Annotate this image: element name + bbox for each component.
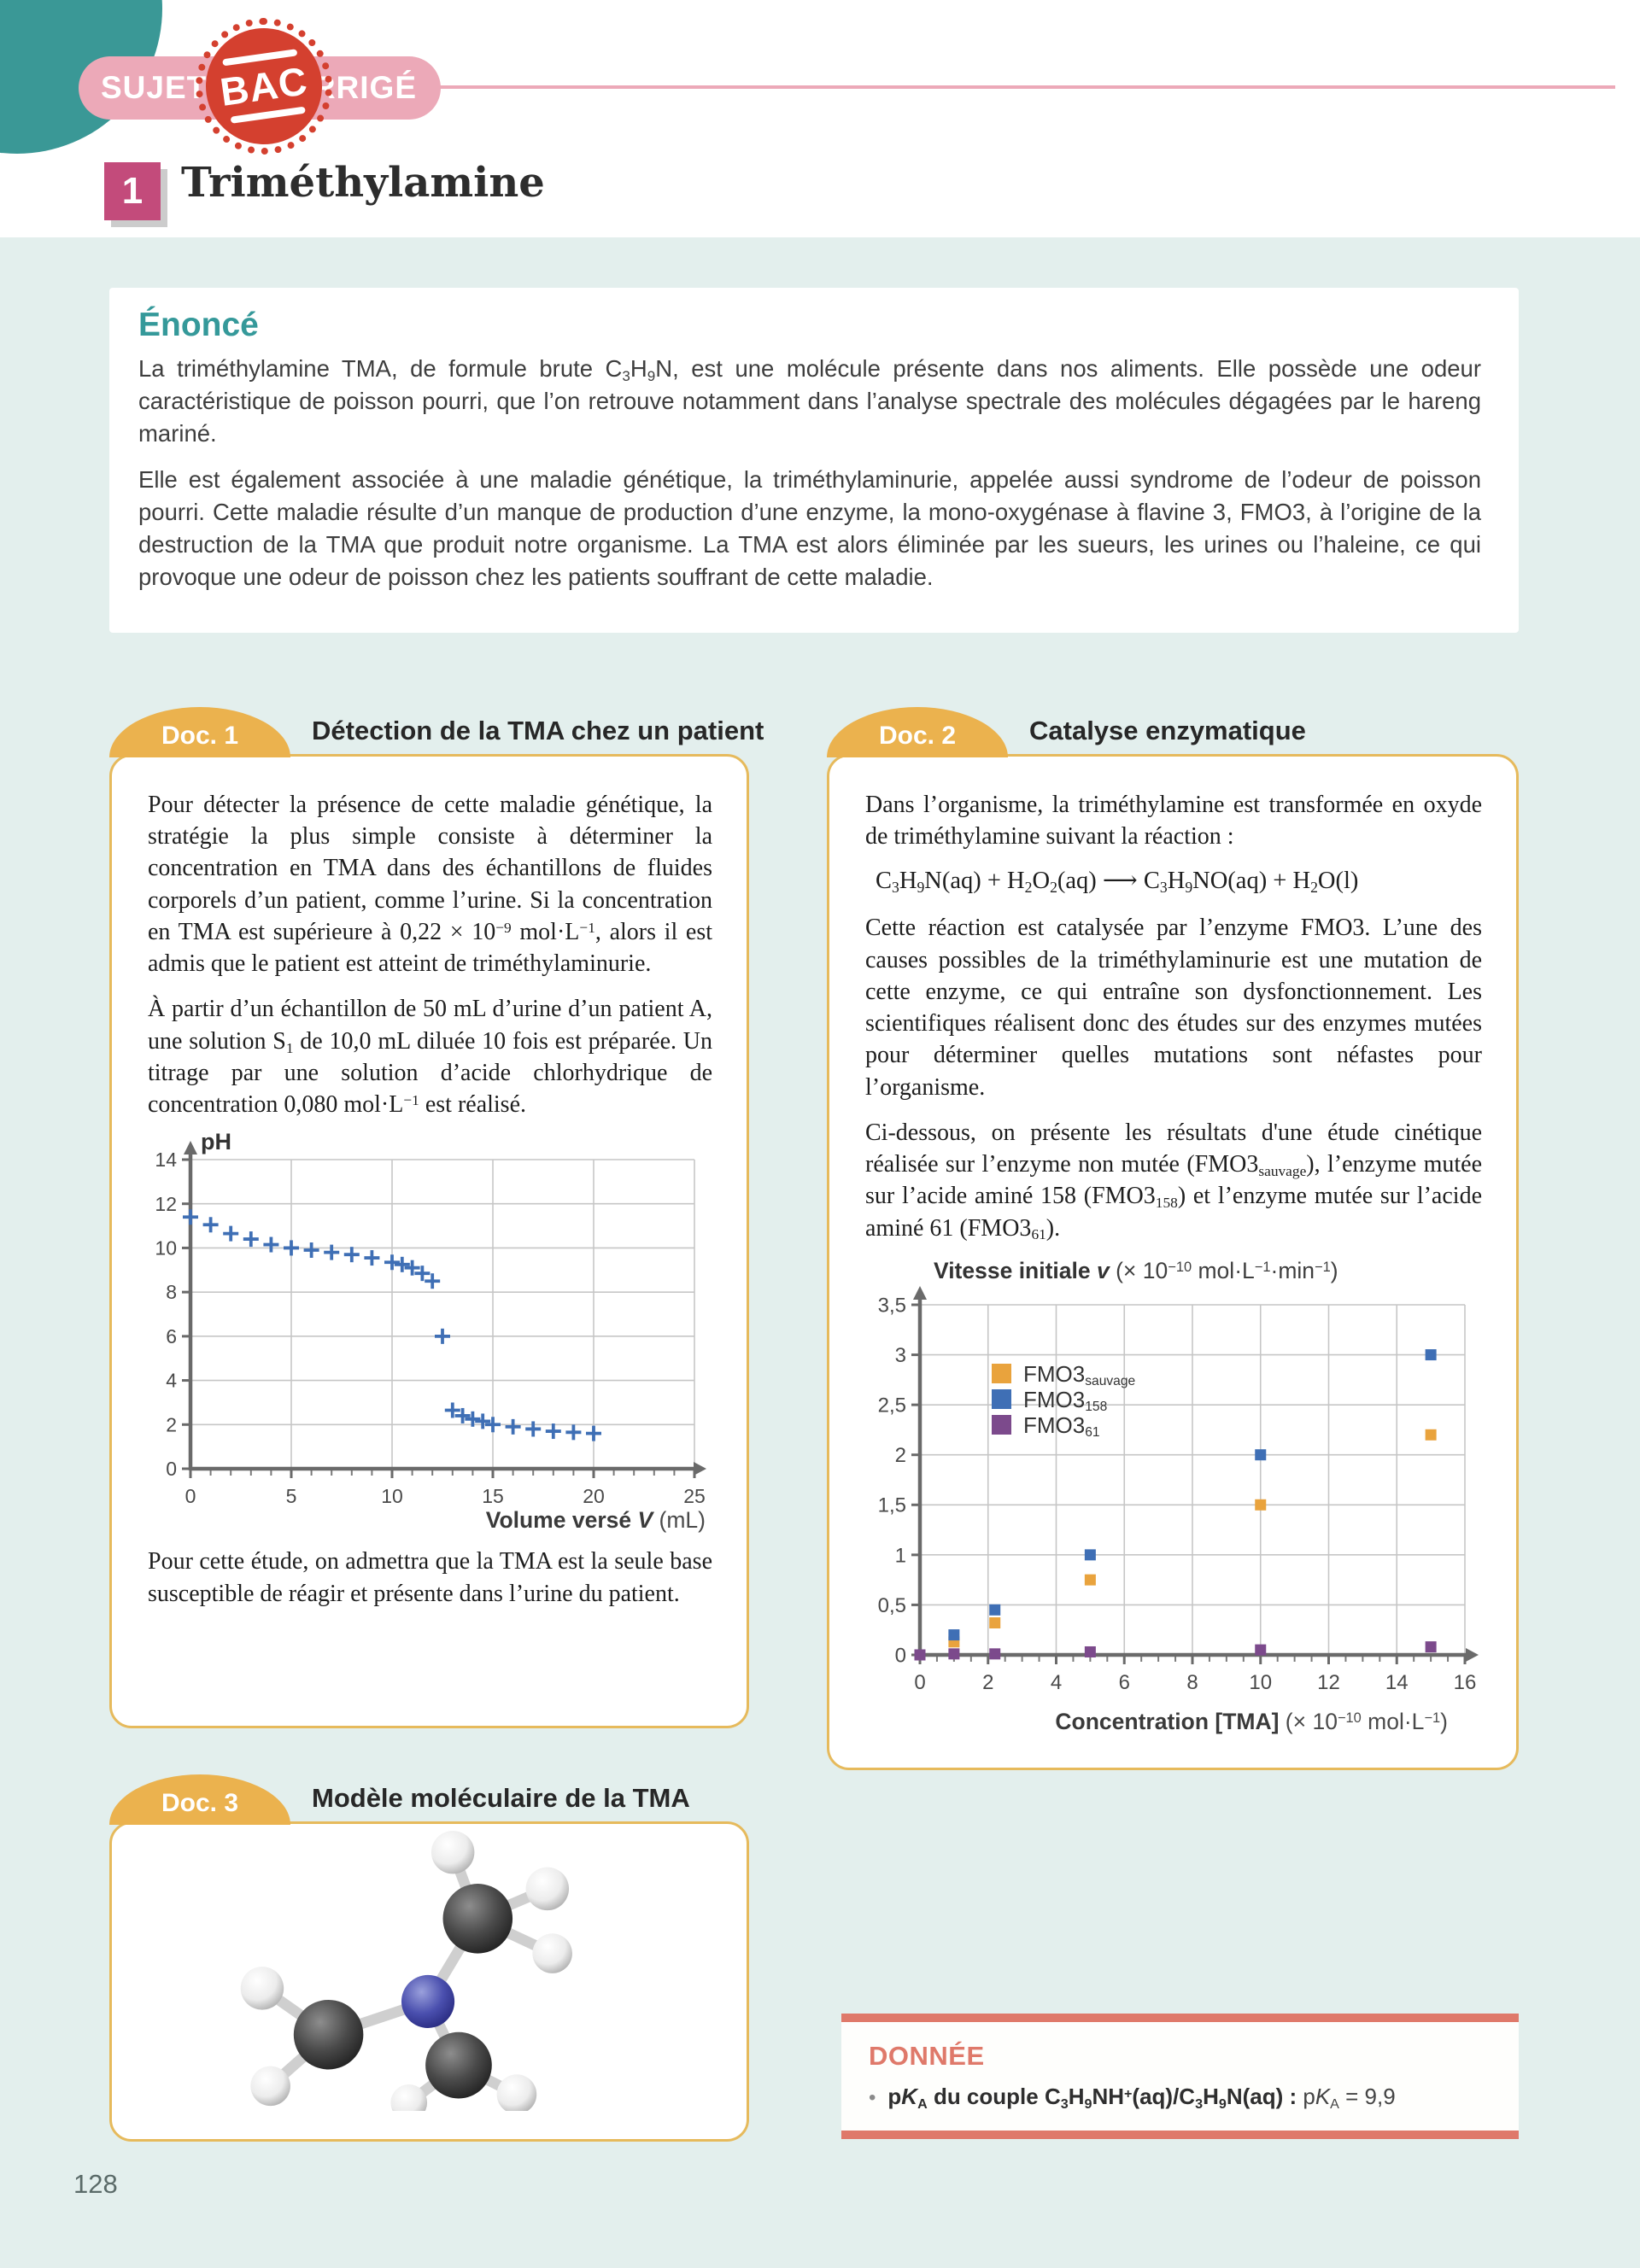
svg-text:2: 2	[982, 1671, 993, 1694]
legend-item-fmo3-158: FMO3158	[992, 1386, 1135, 1415]
header-line	[431, 85, 1615, 89]
donnee-item: • pKA du couple C3H9NH+(aq)/C3H9N(aq) : …	[869, 2084, 1491, 2112]
kinetics-title-unit: (× 10−10 mol·L−1·min−1)	[1109, 1257, 1338, 1283]
doc2-title: Catalyse enzymatique	[1029, 716, 1306, 745]
x-label-variable: V	[637, 1507, 653, 1534]
svg-text:8: 8	[1186, 1671, 1198, 1694]
doc1-paragraph-2: À partir d’un échantillon de 50 mL d’uri…	[148, 996, 713, 1119]
svg-text:0: 0	[185, 1485, 196, 1507]
kinetics-chart: Vitesse initiale v (× 10−10 mol·L−1·min−…	[865, 1258, 1482, 1735]
tma-molecule-image	[240, 1830, 572, 2111]
svg-text:0,5: 0,5	[878, 1594, 906, 1617]
enonce-box: Énoncé La triméthylamine TMA, de formule…	[109, 288, 1519, 633]
reaction-equation: C3H9N(aq) + H2O2(aq) ⟶ C3H9NO(aq) + H2O(…	[876, 868, 1359, 897]
legend-label-sub: 61	[1085, 1425, 1100, 1441]
kinetics-title-text: Vitesse initiale	[934, 1257, 1097, 1283]
svg-text:14: 14	[1385, 1671, 1409, 1694]
legend-swatch-orange	[992, 1364, 1011, 1384]
legend-label-sub: sauvage	[1085, 1374, 1136, 1389]
doc1-box: Doc. 1 Détection de la TMA chez un patie…	[109, 707, 764, 1728]
svg-text:25: 25	[683, 1485, 706, 1507]
kinetics-chart-title: Vitesse initiale v (× 10−10 mol·L−1·min−…	[934, 1258, 1482, 1284]
page-title: Triméthylamine	[181, 159, 545, 207]
doc1-title: Détection de la TMA chez un patient	[312, 716, 764, 745]
svg-text:10: 10	[155, 1237, 177, 1260]
x-label-unit: (× 10−10 mol·L−1)	[1285, 1708, 1448, 1734]
svg-text:1,5: 1,5	[878, 1493, 906, 1517]
enonce-paragraph-2: Elle est également associée à une maladi…	[138, 465, 1481, 590]
bullet-icon: •	[869, 2086, 876, 2109]
svg-text:14: 14	[155, 1149, 177, 1171]
legend-item-fmo3-61: FMO361	[992, 1412, 1135, 1441]
doc1-paragraph-3: Pour cette étude, on admettra que la TMA…	[148, 1548, 712, 1607]
donnee-box: DONNÉE • pKA du couple C3H9NH+(aq)/C3H9N…	[841, 2014, 1519, 2139]
kinetics-chart-svg: 0 2 4 6 8 10 12 14 16 0 0,5 1 1,5 2 2,5 3 3,5	[878, 1285, 1479, 1694]
badge-left-label: SUJET	[101, 70, 208, 105]
svg-text:2: 2	[166, 1414, 177, 1436]
donnee-heading: DONNÉE	[869, 2041, 985, 2071]
section-number-badge: 1	[104, 162, 161, 220]
svg-text:15: 15	[482, 1485, 504, 1507]
x-label-unit: (mL)	[653, 1507, 706, 1534]
doc2-paragraph-1: Dans l’organisme, la triméthylamine est …	[865, 792, 1482, 850]
page-number: 128	[73, 2169, 118, 2199]
doc2-box: Doc. 2 Catalyse enzymatique Dans l’organ…	[827, 707, 1519, 1770]
donnee-text: pKA du couple C3H9NH+(aq)/C3H9N(aq) :	[887, 2084, 1303, 2112]
svg-text:8: 8	[166, 1282, 177, 1304]
svg-text:3,5: 3,5	[878, 1294, 906, 1317]
doc3-box: Doc. 3 Modèle moléculaire de la TMA	[109, 1774, 749, 2142]
titration-y-axis-label: pH	[201, 1129, 231, 1155]
titration-chart: pH 0 5 10 15 20 25 0 2 4 6 8 10 12 14 Volume versé V …	[148, 1129, 712, 1534]
kinetics-title-variable: v	[1097, 1257, 1110, 1283]
svg-text:4: 4	[1051, 1671, 1062, 1694]
svg-text:12: 12	[155, 1193, 177, 1215]
enonce-paragraph-1: La triméthylamine TMA, de formule brute …	[138, 355, 1481, 447]
svg-text:10: 10	[1249, 1671, 1272, 1694]
donnee-value: pKA = 9,9	[1303, 2084, 1396, 2112]
svg-text:4: 4	[166, 1370, 177, 1392]
svg-text:2,5: 2,5	[878, 1394, 906, 1417]
legend-item-fmo3-sauvage: FMO3sauvage	[992, 1360, 1136, 1389]
svg-text:1: 1	[895, 1544, 906, 1567]
kinetics-legend: FMO3sauvage FMO3158 FMO361	[992, 1360, 1136, 1441]
svg-text:20: 20	[583, 1485, 605, 1507]
svg-text:16: 16	[1454, 1671, 1477, 1694]
svg-text:10: 10	[381, 1485, 403, 1507]
svg-text:6: 6	[1119, 1671, 1130, 1694]
legend-label: FMO3	[1023, 1412, 1086, 1438]
legend-label: FMO3	[1023, 1386, 1086, 1412]
enonce-heading: Énoncé	[138, 307, 259, 343]
svg-text:0: 0	[914, 1671, 925, 1694]
svg-text:2: 2	[895, 1444, 906, 1467]
doc3-title: Modèle moléculaire de la TMA	[312, 1783, 690, 1813]
x-label-text: Concentration [TMA]	[1055, 1708, 1286, 1734]
titration-x-axis-label: Volume versé V (mL)	[148, 1507, 712, 1534]
svg-text:0: 0	[895, 1644, 906, 1667]
doc1-paragraph-1: Pour détecter la présence de cette malad…	[148, 792, 713, 978]
svg-text:5: 5	[286, 1485, 297, 1507]
stamp-label: BAC	[217, 58, 311, 114]
legend-swatch-blue	[992, 1389, 1011, 1410]
legend-label-sub: 158	[1085, 1400, 1108, 1415]
x-label-text: Volume versé	[485, 1507, 638, 1534]
legend-label: FMO3	[1023, 1360, 1086, 1387]
titration-chart-svg: 0 5 10 15 20 25 0 2 4 6 8 10 12 14	[155, 1141, 706, 1507]
doc2-paragraph-2: Cette réaction est catalysée par l’enzym…	[865, 915, 1482, 1101]
bac-stamp-ring	[196, 18, 332, 155]
section-number: 1	[121, 170, 144, 212]
legend-swatch-purple	[992, 1415, 1011, 1435]
svg-text:12: 12	[1317, 1671, 1340, 1694]
doc2-paragraph-3: Ci-dessous, on présente les résultats d'…	[865, 1119, 1483, 1243]
kinetics-x-axis-label: Concentration [TMA] (× 10−10 mol·L−1)	[865, 1709, 1482, 1735]
svg-text:3: 3	[895, 1344, 906, 1367]
svg-text:0: 0	[166, 1458, 177, 1480]
svg-text:6: 6	[166, 1325, 177, 1347]
